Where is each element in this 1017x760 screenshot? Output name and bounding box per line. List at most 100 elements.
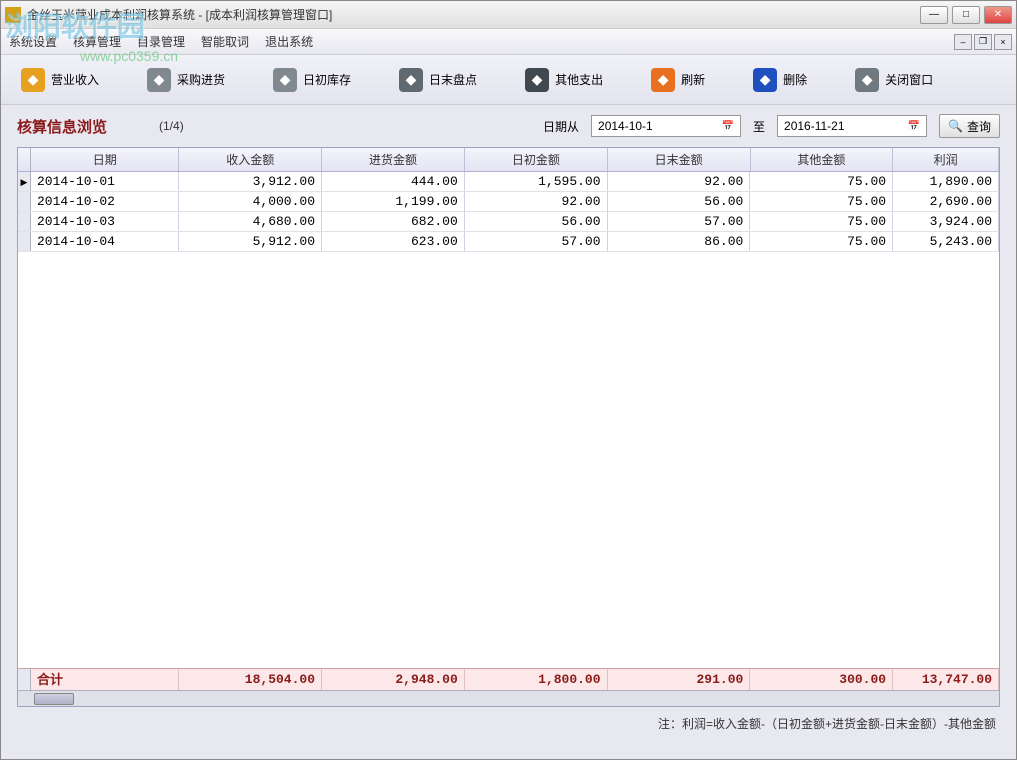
cell: 75.00 [750, 212, 893, 231]
toolbar-label: 关闭窗口 [885, 71, 933, 88]
row-indicator [18, 212, 31, 231]
horizontal-scrollbar[interactable] [18, 690, 999, 706]
calendar-icon[interactable]: 📅 [908, 121, 920, 132]
row-indicator: ▶ [18, 172, 31, 191]
cell: 92.00 [465, 192, 608, 211]
window-title: 金丝玉米营业成本利润核算系统 - [成本利润核算管理窗口] [27, 6, 920, 23]
query-label: 查询 [967, 118, 991, 135]
menu-exit[interactable]: 退出系统 [265, 33, 313, 50]
col-header-profit[interactable]: 利润 [893, 148, 999, 171]
menu-system-settings[interactable]: 系统设置 [9, 33, 57, 50]
toolbar-item-2[interactable]: ◆日初库存 [273, 68, 351, 92]
browse-label: 核算信息浏览 [17, 116, 107, 137]
footer-purchase: 2,948.00 [322, 669, 465, 690]
col-header-income[interactable]: 收入金额 [179, 148, 322, 171]
menu-directory[interactable]: 目录管理 [137, 33, 185, 50]
date-to-input[interactable]: 2016-11-21 📅 [777, 115, 927, 137]
col-header-purchase[interactable]: 进货金额 [322, 148, 465, 171]
toolbar-item-6[interactable]: ◆删除 [753, 68, 807, 92]
date-from-input[interactable]: 2014-10-1 📅 [591, 115, 741, 137]
row-indicator [18, 192, 31, 211]
toolbar-label: 其他支出 [555, 71, 603, 88]
row-indicator [18, 232, 31, 251]
cell: 1,890.00 [893, 172, 999, 191]
cell: 2014-10-02 [31, 192, 179, 211]
toolbar-label: 营业收入 [51, 71, 99, 88]
cell: 5,912.00 [179, 232, 322, 251]
mdi-close-button[interactable]: × [994, 34, 1012, 50]
grid-footer: 合计 18,504.00 2,948.00 1,800.00 291.00 30… [18, 668, 999, 690]
table-row[interactable]: 2014-10-045,912.00623.0057.0086.0075.005… [18, 232, 999, 252]
col-header-begin[interactable]: 日初金额 [465, 148, 608, 171]
date-to-value: 2016-11-21 [784, 119, 845, 133]
toolbar-item-5[interactable]: ◆刷新 [651, 68, 705, 92]
footer-other: 300.00 [750, 669, 893, 690]
date-to-label: 至 [753, 118, 765, 135]
maximize-button[interactable]: □ [952, 6, 980, 24]
query-button[interactable]: 🔍 查询 [939, 114, 1000, 138]
mdi-restore-button[interactable]: ❐ [974, 34, 992, 50]
toolbar-icon: ◆ [525, 68, 549, 92]
toolbar: ◆营业收入◆采购进货◆日初库存◆日末盘点◆其他支出◆刷新◆删除◆关闭窗口 [1, 55, 1016, 105]
toolbar-icon: ◆ [855, 68, 879, 92]
toolbar-item-7[interactable]: ◆ 关闭窗口 [855, 68, 933, 92]
cell: 92.00 [608, 172, 751, 191]
cell: 57.00 [608, 212, 751, 231]
table-row[interactable]: ▶2014-10-013,912.00444.001,595.0092.0075… [18, 172, 999, 192]
cell: 75.00 [750, 232, 893, 251]
toolbar-item-1[interactable]: ◆采购进货 [147, 68, 225, 92]
data-grid: 日期 收入金额 进货金额 日初金额 日末金额 其他金额 利润 ▶2014-10-… [17, 147, 1000, 707]
footer-income: 18,504.00 [179, 669, 322, 690]
row-indicator-header [18, 148, 31, 171]
title-bar: 金丝玉米营业成本利润核算系统 - [成本利润核算管理窗口] — □ ✕ [1, 1, 1016, 29]
cell: 75.00 [750, 172, 893, 191]
cell: 623.00 [322, 232, 465, 251]
grid-body: ▶2014-10-013,912.00444.001,595.0092.0075… [18, 172, 999, 668]
cell: 4,680.00 [179, 212, 322, 231]
toolbar-icon: ◆ [21, 68, 45, 92]
table-row[interactable]: 2014-10-034,680.00682.0056.0057.0075.003… [18, 212, 999, 232]
col-header-other[interactable]: 其他金额 [751, 148, 894, 171]
filter-bar: 核算信息浏览 (1/4) 日期从 2014-10-1 📅 至 2016-11-2… [1, 105, 1016, 147]
date-from-value: 2014-10-1 [598, 119, 653, 133]
app-icon [5, 7, 21, 23]
footnote: 注：利润=收入金额-（日初金额+进货金额-日末金额）-其他金额 [1, 707, 1016, 732]
date-from-label: 日期从 [543, 118, 579, 135]
cell: 4,000.00 [179, 192, 322, 211]
menu-bar: 系统设置 核算管理 目录管理 智能取词 退出系统 – ❐ × [1, 29, 1016, 55]
toolbar-label: 日末盘点 [429, 71, 477, 88]
toolbar-label: 刷新 [681, 71, 705, 88]
toolbar-label: 采购进货 [177, 71, 225, 88]
cell: 444.00 [322, 172, 465, 191]
toolbar-item-4[interactable]: ◆ 其他支出 [525, 68, 603, 92]
cell: 3,924.00 [893, 212, 999, 231]
toolbar-item-3[interactable]: ◆ 日末盘点 [399, 68, 477, 92]
table-row[interactable]: 2014-10-024,000.001,199.0092.0056.0075.0… [18, 192, 999, 212]
menu-smart-pick[interactable]: 智能取词 [201, 33, 249, 50]
cell: 682.00 [322, 212, 465, 231]
cell: 1,595.00 [465, 172, 608, 191]
calendar-icon[interactable]: 📅 [722, 121, 734, 132]
cell: 56.00 [465, 212, 608, 231]
col-header-date[interactable]: 日期 [31, 148, 179, 171]
cell: 75.00 [750, 192, 893, 211]
pager-text: (1/4) [159, 119, 184, 133]
toolbar-item-0[interactable]: ◆ 营业收入 [21, 68, 99, 92]
cell: 1,199.00 [322, 192, 465, 211]
footer-profit: 13,747.00 [893, 669, 999, 690]
cell: 2014-10-01 [31, 172, 179, 191]
scrollbar-thumb[interactable] [34, 693, 74, 705]
grid-header: 日期 收入金额 进货金额 日初金额 日末金额 其他金额 利润 [18, 148, 999, 172]
toolbar-icon: ◆ [399, 68, 423, 92]
mdi-minimize-button[interactable]: – [954, 34, 972, 50]
cell: 2014-10-03 [31, 212, 179, 231]
footer-end: 291.00 [608, 669, 751, 690]
toolbar-icon: ◆ [273, 68, 297, 92]
footer-indicator [18, 669, 31, 690]
cell: 2014-10-04 [31, 232, 179, 251]
minimize-button[interactable]: — [920, 6, 948, 24]
close-button[interactable]: ✕ [984, 6, 1012, 24]
search-icon: 🔍 [948, 119, 963, 133]
menu-accounting[interactable]: 核算管理 [73, 33, 121, 50]
col-header-end[interactable]: 日末金额 [608, 148, 751, 171]
